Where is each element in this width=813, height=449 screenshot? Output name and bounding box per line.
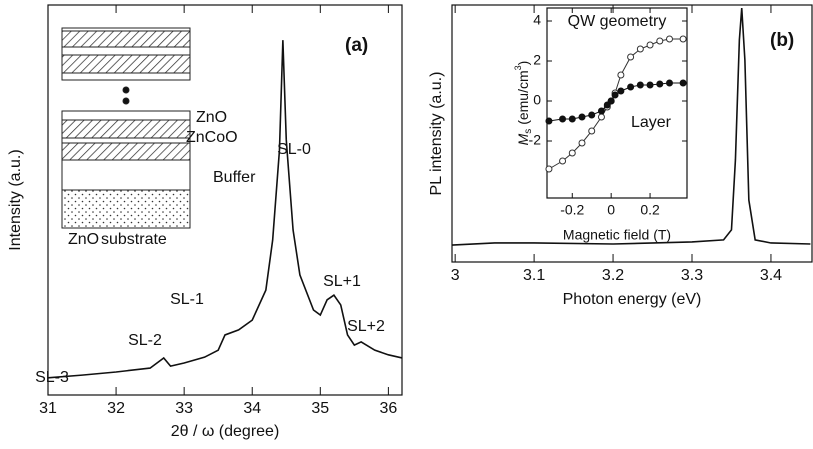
data-point bbox=[545, 117, 553, 125]
x-tick-label: 36 bbox=[379, 400, 397, 417]
data-point bbox=[656, 37, 664, 45]
x-tick-label: 3.1 bbox=[523, 267, 545, 284]
x-tick-label: 34 bbox=[243, 400, 261, 417]
data-point bbox=[646, 41, 654, 49]
data-point bbox=[627, 53, 635, 61]
y-tick-label: 2 bbox=[533, 52, 541, 68]
data-point bbox=[588, 111, 596, 119]
y-axis-label-part: M bbox=[515, 133, 531, 145]
data-point bbox=[656, 80, 664, 88]
data-point bbox=[588, 127, 596, 135]
data-point bbox=[545, 165, 553, 173]
data-point bbox=[666, 79, 673, 87]
x-tick-label: 3 bbox=[451, 267, 460, 284]
layer-label: ZnCoO bbox=[186, 129, 238, 146]
data-point bbox=[568, 149, 576, 157]
data-point bbox=[607, 97, 615, 105]
series-label: Layer bbox=[631, 114, 672, 131]
data-point bbox=[636, 45, 644, 53]
data-point bbox=[597, 107, 605, 115]
y-axis-label-part: (emu/cm bbox=[515, 70, 531, 128]
series-label: QW geometry bbox=[568, 13, 667, 30]
series-line bbox=[548, 38, 684, 170]
y-axis-label: PL intensity (a.u.) bbox=[428, 72, 445, 196]
y-tick-label: 0 bbox=[533, 92, 541, 108]
x-axis-label: Magnetic field (T) bbox=[563, 227, 671, 243]
x-tick-label: 32 bbox=[107, 400, 125, 417]
y-axis-label-part: s bbox=[523, 129, 534, 134]
layer-diagram bbox=[61, 27, 191, 229]
data-point bbox=[666, 35, 673, 43]
y-tick-label: -2 bbox=[529, 132, 542, 148]
x-tick-label: 3.3 bbox=[681, 267, 703, 284]
y-tick-label: 4 bbox=[533, 12, 541, 28]
data-point bbox=[559, 115, 567, 123]
x-tick-label: 3.4 bbox=[760, 267, 782, 284]
data-point bbox=[559, 157, 567, 165]
y-axis-label-part: ) bbox=[515, 61, 531, 66]
x-tick-label: -0.2 bbox=[560, 202, 584, 218]
peak-label: SL-3 bbox=[35, 369, 69, 386]
layer-label: substrate bbox=[101, 231, 167, 248]
x-tick-label: 0 bbox=[607, 202, 615, 218]
panel-label: (a) bbox=[345, 35, 368, 56]
panel-label: (b) bbox=[770, 30, 794, 51]
plot-frame bbox=[451, 4, 813, 263]
layer-label: ZnO bbox=[68, 231, 99, 248]
data-point bbox=[617, 71, 625, 79]
x-axis-label: Photon energy (eV) bbox=[563, 291, 702, 308]
peak-label: SL+1 bbox=[323, 273, 361, 290]
x-axis-label: 2θ / ω (degree) bbox=[171, 423, 280, 440]
data-point bbox=[578, 139, 586, 147]
data-point bbox=[636, 81, 644, 89]
layer-label: Buffer bbox=[213, 169, 256, 186]
x-tick-label: 0.2 bbox=[640, 202, 660, 218]
x-tick-label: 31 bbox=[39, 400, 57, 417]
x-tick-label: 3.2 bbox=[602, 267, 624, 284]
peak-label: SL+2 bbox=[347, 318, 385, 335]
data-point bbox=[578, 113, 586, 121]
data-line bbox=[451, 8, 811, 246]
data-point bbox=[611, 91, 619, 99]
x-tick-label: 35 bbox=[311, 400, 329, 417]
peak-label: SL-0 bbox=[277, 141, 311, 158]
data-point bbox=[568, 115, 576, 123]
data-point bbox=[646, 81, 654, 89]
data-point bbox=[617, 87, 625, 95]
x-tick-label: 33 bbox=[175, 400, 193, 417]
data-point bbox=[597, 113, 605, 121]
y-axis-label: Intensity (a.u.) bbox=[7, 149, 24, 250]
data-point bbox=[627, 83, 635, 91]
data-point bbox=[679, 35, 687, 43]
plot-frame bbox=[47, 4, 403, 396]
peak-label: SL-2 bbox=[128, 332, 162, 349]
series-line bbox=[548, 82, 684, 122]
y-axis-label-part: 3 bbox=[513, 65, 523, 70]
plot-frame bbox=[546, 7, 688, 199]
data-point bbox=[679, 79, 687, 87]
peak-label: SL-1 bbox=[170, 291, 204, 308]
data-line bbox=[47, 40, 403, 379]
layer-label: ZnO bbox=[196, 109, 227, 126]
y-axis-label: Ms (emu/cm3) bbox=[513, 61, 533, 146]
